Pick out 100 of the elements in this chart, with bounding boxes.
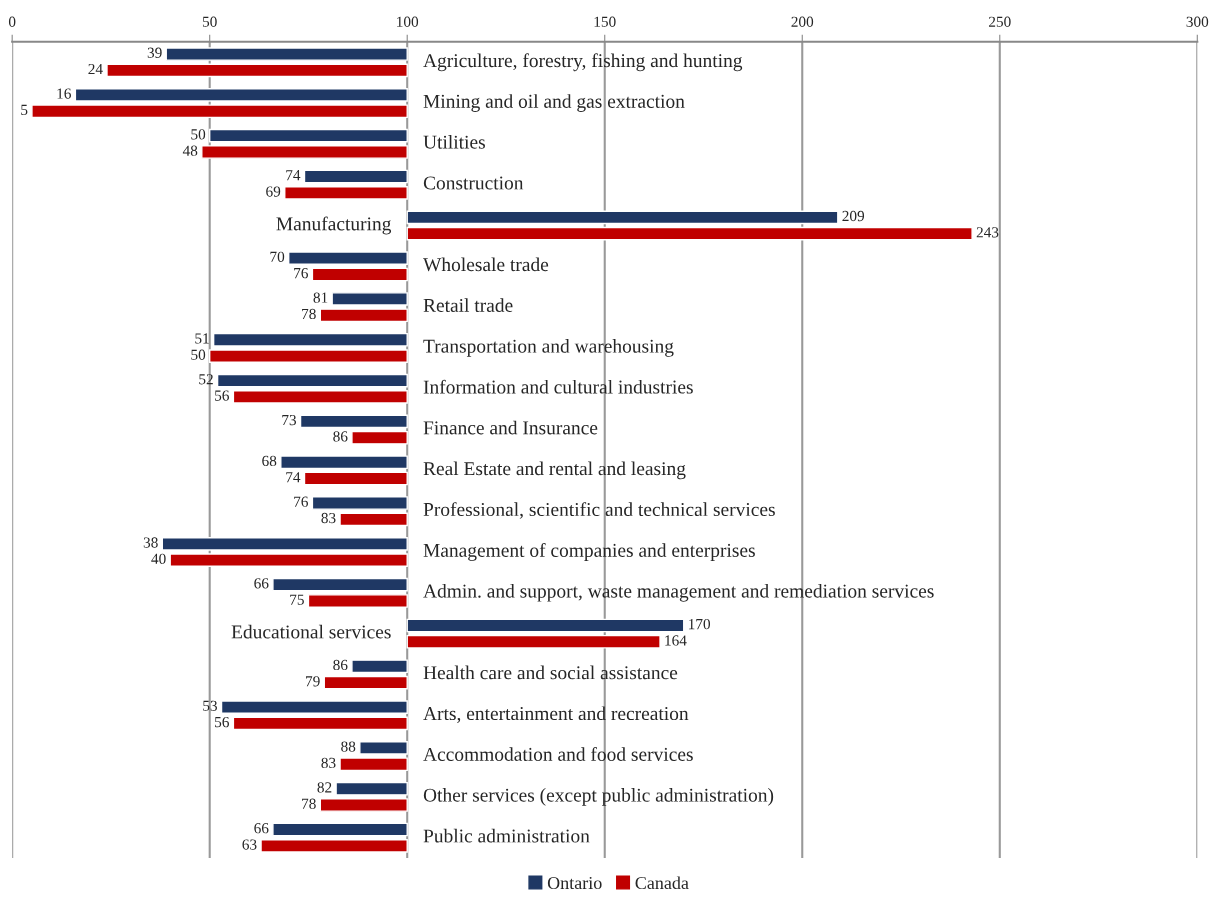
y-tick-label: Other services (except public administration)	[423, 788, 774, 806]
annotation: 79	[306, 676, 320, 687]
y-tick-label: Agriculture, forestry, fishing and hunting	[423, 53, 743, 72]
bar	[406, 618, 685, 633]
annotation: 39	[147, 47, 162, 58]
bar	[260, 839, 408, 853]
bar	[303, 169, 408, 184]
annotation: 73	[282, 414, 297, 426]
annotation: 88	[341, 741, 356, 752]
bar	[351, 430, 408, 445]
annotation: 170	[689, 618, 711, 630]
bar	[351, 659, 408, 674]
annotation: 81	[313, 292, 328, 303]
annotation: 53	[203, 700, 217, 711]
annotation: 76	[294, 268, 308, 279]
bar	[280, 455, 408, 470]
annotation: 50	[191, 129, 206, 140]
y-tick-label: Mining and oil and gas extraction	[423, 94, 685, 112]
y-tick-label: Information and cultural industries	[423, 379, 693, 394]
bar	[303, 471, 408, 486]
bar	[339, 757, 408, 772]
annotation: 66	[254, 823, 269, 834]
annotation: 209	[842, 210, 865, 222]
annotation: 63	[242, 839, 257, 850]
bar	[406, 210, 839, 225]
bar	[307, 594, 408, 608]
annotation: 83	[321, 512, 336, 524]
bar	[359, 741, 408, 755]
annotation: 56	[215, 716, 229, 728]
annotation: 74	[286, 170, 301, 181]
bar	[319, 798, 408, 812]
annotation: 74	[286, 472, 301, 483]
bar	[161, 537, 408, 551]
x-tick-label: 50	[202, 16, 217, 27]
x-tick-label: 150	[594, 16, 616, 27]
annotation: 48	[182, 145, 198, 156]
bar	[335, 781, 408, 796]
annotation: 82	[317, 782, 332, 793]
annotation: 50	[191, 349, 206, 360]
annotation: 78	[302, 308, 316, 320]
y-tick-label: Management of companies and enterprises	[423, 543, 755, 561]
y-tick-label: Educational services	[231, 624, 391, 639]
annotation: 68	[262, 455, 277, 467]
annotation: 51	[195, 333, 209, 344]
y-tick-label: Construction	[423, 176, 524, 190]
annotation: 243	[976, 227, 999, 238]
annotation: 66	[254, 578, 269, 589]
annotation: 70	[270, 251, 285, 262]
annotation: 86	[333, 431, 348, 442]
bar	[106, 63, 408, 78]
bar	[319, 308, 408, 323]
bar	[311, 267, 408, 282]
annotation: 16	[57, 88, 71, 99]
x-tick-label: 100	[397, 16, 419, 27]
annotation: 56	[215, 390, 229, 401]
bar	[232, 390, 408, 404]
bar	[323, 675, 408, 690]
annotation: 52	[199, 374, 213, 385]
bar	[272, 822, 408, 837]
bar	[209, 128, 408, 143]
x-tick-label: 300	[1186, 16, 1209, 27]
legend-label: Ontario	[547, 876, 602, 890]
annotation: 40	[151, 553, 166, 564]
x-tick-label: 0	[8, 16, 16, 27]
y-tick-label: Professional, scientific and technical services	[423, 502, 775, 519]
bar	[288, 251, 408, 265]
bar	[406, 226, 973, 241]
annotation: 5	[21, 104, 28, 116]
annotation: 76	[294, 496, 308, 507]
y-tick-label: Manufacturing	[276, 216, 392, 235]
y-tick-label: Finance and Insurance	[423, 420, 598, 435]
bar	[272, 577, 408, 592]
annotation: 38	[143, 537, 158, 548]
bar	[169, 553, 408, 567]
y-tick-label: Health care and social assistance	[423, 665, 678, 680]
bar	[232, 716, 408, 731]
annotation: 69	[266, 186, 281, 197]
bar	[31, 104, 408, 119]
bar	[201, 145, 408, 159]
annotation: 164	[665, 635, 687, 646]
legend-label: Canada	[635, 876, 689, 890]
y-tick-label: Utilities	[423, 135, 485, 149]
annotation: 83	[321, 757, 336, 769]
bar	[220, 700, 408, 714]
y-tick-label: Public administration	[423, 828, 590, 843]
bar	[339, 512, 408, 527]
bar	[406, 634, 661, 649]
bar	[165, 47, 408, 61]
annotation: 86	[333, 659, 348, 671]
bar	[216, 373, 408, 388]
bar	[209, 349, 408, 363]
bar	[212, 332, 408, 347]
bar	[299, 414, 408, 429]
annotation: 24	[88, 63, 103, 75]
annotation: 78	[302, 798, 316, 809]
bar	[74, 88, 408, 102]
y-tick-label: Admin. and support, waste management and remediation services	[423, 583, 934, 602]
y-tick-label: Arts, entertainment and recreation	[423, 706, 689, 723]
y-tick-label: Real Estate and rental and leasing	[423, 461, 686, 480]
x-tick-label: 250	[988, 16, 1011, 27]
